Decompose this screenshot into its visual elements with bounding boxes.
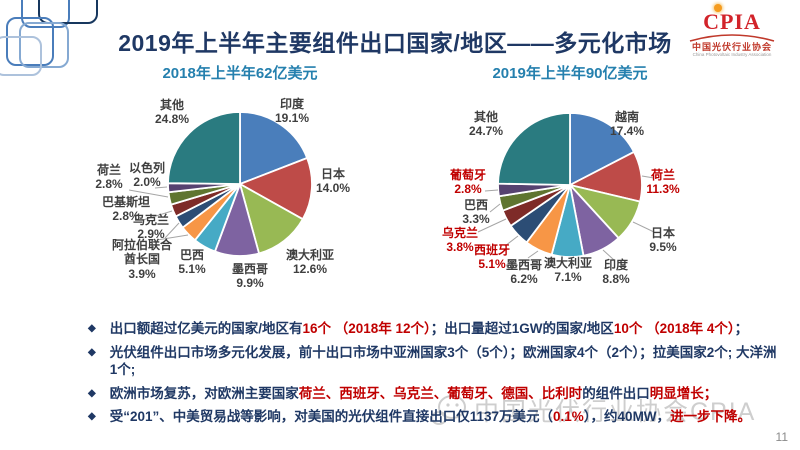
pie-label-澳大利亚: 澳大利亚 7.1% [543, 256, 593, 285]
pie-label-巴西: 巴西 5.1% [178, 248, 206, 277]
leader-line [641, 175, 655, 179]
bullet-segment: 10个 （2018年 4个） [613, 321, 735, 336]
cpia-logo: CPIA 中国光伏行业协会 China Photovoltaic Industr… [680, 4, 784, 58]
leader-line [142, 210, 173, 221]
bullet-segment: ；出口量超过1GW的国家/地区 [430, 321, 614, 336]
pie-label-荷兰: 荷兰 11.3% [646, 168, 680, 197]
logo-swoosh [689, 34, 775, 42]
decor-square [21, 0, 70, 28]
watermark-text: 中国光伏行业协会CPIA [474, 398, 757, 426]
chart-subtitle-2018: 2018年上半年62亿美元 [162, 65, 318, 82]
decor-square [6, 17, 54, 66]
pie-label-其他: 其他 24.8% [154, 98, 190, 127]
pie-label-墨西哥: 墨西哥 9.9% [231, 262, 269, 291]
pie-slice-其他 [497, 112, 571, 186]
pie-label-其他: 其他 24.7% [468, 110, 504, 139]
bullet-segment: ），约40MW， [583, 409, 671, 425]
pie-label-乌克兰: 乌克兰 3.8% [441, 226, 479, 255]
leader-line [632, 221, 655, 233]
bullet-row: ◆ 受“201”、中美贸易战等影响，对美国的光伏组件直接出口仅1137万美元（0.… [88, 408, 778, 426]
pie-chart-2019: 2019年上半年90亿美元 越南 17.4% 荷兰 11.3% 日本 9.5% 印度 8.8%… [430, 60, 760, 305]
pie-label-澳大利亚: 澳大利亚 12.6% [285, 248, 335, 277]
pie-slice-印度 [239, 111, 309, 185]
pie-slice-日本 [239, 157, 313, 221]
pie-slice-澳大利亚 [239, 183, 304, 255]
bullet-segment: 明显增长； [649, 385, 718, 401]
pie-label-巴基斯坦: 巴基斯坦 2.8% [101, 195, 151, 224]
leader-line [128, 189, 169, 198]
leader-line [602, 249, 615, 261]
bullet-segment: 出口额超过亿美元的国家/地区有 [109, 321, 303, 336]
bullet-diamond-icon: ◆ [88, 411, 96, 423]
bullet-diamond-icon: ◆ [88, 323, 96, 334]
pie-label-印度: 印度 8.8% [602, 258, 630, 287]
pie-label-荷兰: 荷兰 2.8% [95, 163, 123, 192]
page-title: 2019年上半年主要组件出口国家/地区——多元化市场 [118, 30, 672, 56]
page-number: 11 [775, 430, 788, 444]
bullet-segment: 16个 （2018年 12个） [302, 321, 431, 336]
bullet-segment: 0.1% [553, 409, 584, 425]
pie-slice-其他 [167, 111, 241, 185]
pie-label-日本: 日本 14.0% [315, 167, 351, 196]
leader-line [164, 222, 180, 239]
logo-chinese-name: 中国光伏行业协会 [691, 42, 772, 52]
pie-slice-越南 [569, 112, 635, 186]
bullet-row: ◆ 光伏组件出口市场多元化发展，前十出口市场中亚洲国家3个（5个）；欧洲国家4个（… [88, 344, 778, 379]
bullet-segment: 进一步下降。 [670, 409, 752, 425]
pie-2019 [477, 112, 655, 261]
watermark: 中国光伏行业协会CPIA [430, 392, 756, 428]
pie-label-日本: 日本 9.5% [649, 226, 677, 255]
bullet-segment: 荷兰、西班牙、乌克兰、葡萄牙、德国、比利时 [298, 385, 583, 401]
bullet-segment: 光伏组件出口市场多元化发展，前十出口市场中亚洲国家3个（5个）；欧洲国家4个（2… [109, 344, 777, 378]
bullet-row: ◆ 欧洲市场复苏，对欧洲主要国家荷兰、西班牙、乌克兰、葡萄牙、德国、比利时的组件出… [88, 385, 778, 403]
bullet-segment: ； [734, 321, 749, 336]
leader-line [504, 235, 519, 247]
pie-2018 [128, 111, 313, 257]
wechat-icon [431, 395, 466, 425]
chart-subtitle-2019: 2019年上半年90亿美元 [492, 65, 648, 82]
logo-acronym: CPIA [703, 9, 761, 34]
pie-label-乌克兰: 乌克兰 2.9% [132, 213, 170, 242]
bullet-segment: 受“201”、中美贸易战等影响，对美国的光伏组件直接出口仅1137万美元（ [109, 409, 554, 425]
logo-english-name: China Photovoltaic Industry Association [692, 52, 772, 58]
pie-chart-2018: 2018年上半年62亿美元 印度 19.1% 日本 14.0% 澳大利亚 12.6% 墨西哥… [95, 60, 425, 305]
pie-label-墨西哥: 墨西哥 6.2% [505, 258, 543, 287]
pie-label-阿拉伯联合酋长国: 阿拉伯联合 酋长国 3.9% [111, 238, 173, 281]
leader-line [484, 189, 499, 192]
decor-square [38, 0, 98, 24]
bullet-row: ◆ 出口额超过亿美元的国家/地区有16个 （2018年 12个）；出口量超过1GW… [88, 320, 778, 338]
leader-line [527, 250, 539, 259]
leader-line [154, 186, 168, 189]
pie-label-葡萄牙: 葡萄牙 2.8% [449, 168, 487, 197]
pie-label-西班牙: 西班牙 5.1% [473, 243, 511, 272]
bullet-diamond-icon: ◆ [88, 346, 96, 358]
bullet-list: ◆ 出口额超过亿美元的国家/地区有16个 （2018年 12个）；出口量超过1GW… [88, 320, 778, 432]
pie-label-越南: 越南 17.4% [609, 110, 645, 139]
leader-line [489, 203, 501, 213]
bullet-text: 光伏组件出口市场多元化发展，前十出口市场中亚洲国家3个（5个）；欧洲国家4个（2… [110, 344, 778, 379]
bullet-segment: 的组件出口 [582, 385, 650, 401]
decor-square [19, 22, 69, 68]
sun-icon [714, 4, 722, 12]
decor-square [0, 36, 42, 76]
pie-label-印度: 印度 19.1% [274, 97, 310, 126]
bullet-segment: 欧洲市场复苏，对欧洲主要国家 [109, 385, 299, 401]
bullet-text: 受“201”、中美贸易战等影响，对美国的光伏组件直接出口仅1137万美元（0.1… [110, 408, 751, 426]
bullet-text: 欧洲市场复苏，对欧洲主要国家荷兰、西班牙、乌克兰、葡萄牙、德国、比利时的组件出口… [110, 385, 718, 403]
bullet-diamond-icon: ◆ [88, 387, 96, 399]
bullet-text: 出口额超过亿美元的国家/地区有16个 （2018年 12个）；出口量超过1GW的… [110, 320, 748, 338]
leader-line [477, 218, 507, 233]
pie-label-巴西: 巴西 3.3% [462, 198, 490, 227]
pie-label-以色列: 以色列 2.0% [128, 161, 166, 190]
leader-line [156, 234, 189, 241]
